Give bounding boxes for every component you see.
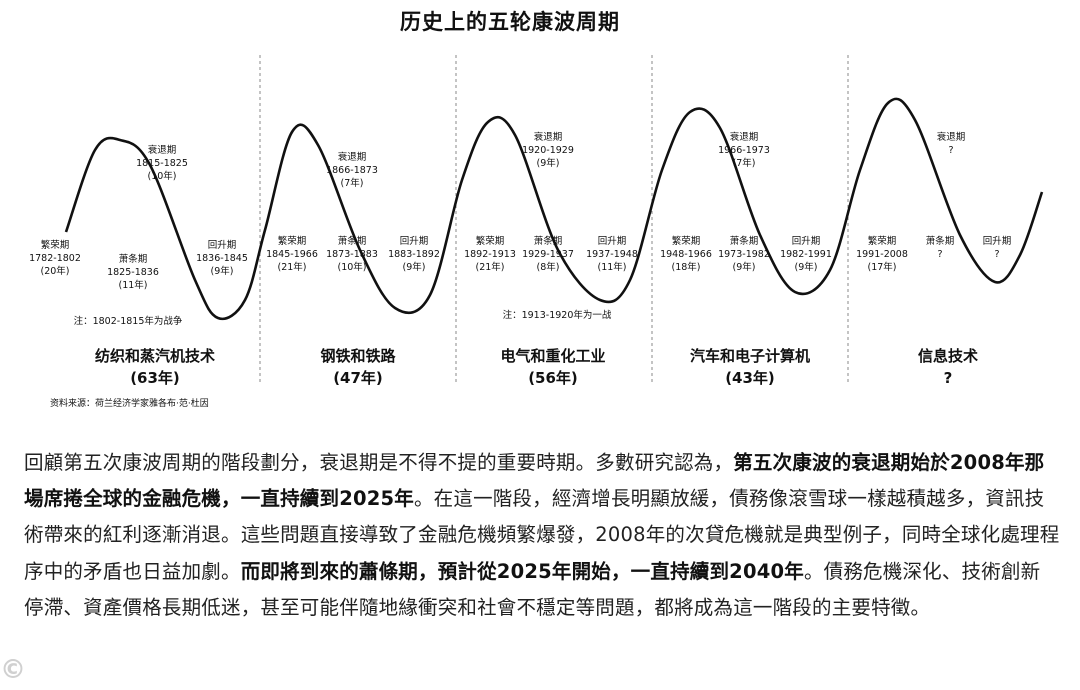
phase-label-line: 1845-1966	[266, 249, 318, 260]
phase-label-line: 1825-1836	[107, 267, 159, 278]
phase-label-line: 1920-1929	[522, 145, 574, 156]
cycle-duration-label: ?	[944, 369, 953, 387]
figure-title: 历史上的五轮康波周期	[400, 10, 620, 34]
phase-label-line: 萧条期	[730, 235, 759, 247]
phase-label-line: 萧条期	[119, 253, 148, 265]
phase-label-line: (9年)	[211, 265, 234, 277]
cycle-tech-label: 信息技术	[918, 347, 978, 365]
war-note: 注：1913-1920年为一战	[503, 309, 612, 321]
cycle-tech-label: 钢铁和铁路	[320, 347, 396, 365]
source-note: 资料来源：荷兰经济学家雅各布·范·杜因	[50, 397, 209, 409]
article-bold-segment: 第五次康波的衰退期始於2008年那場席捲全球的金融危機，一直持續到2025年	[24, 451, 1045, 511]
phase-label-line: (7年)	[341, 177, 364, 189]
phase-label-line: (9年)	[733, 261, 756, 273]
phase-label-line: (9年)	[537, 157, 560, 169]
phase-label-line: (10年)	[337, 261, 366, 273]
phase-label-line: 1866-1873	[326, 165, 378, 176]
phase-label-line: 回升期	[792, 236, 821, 247]
phase-label-line: 繁荣期	[41, 239, 70, 251]
watermark: ©	[0, 655, 26, 685]
article-paragraph: 回顧第五次康波周期的階段劃分，衰退期是不得不提的重要時期。多數研究認為，第五次康…	[24, 445, 1060, 626]
phase-label-line: (21年)	[277, 261, 306, 273]
phase-label-line: 繁荣期	[278, 235, 307, 247]
phase-label-line: (8年)	[537, 261, 560, 273]
kondratiev-wave-figure: 历史上的五轮康波周期 繁荣期 1782-1802 (20年) 衰退期 1815-1825…	[29, 10, 1044, 409]
cycle-duration-label: (56年)	[528, 369, 578, 387]
phase-label-line: 繁荣期	[672, 235, 701, 247]
phase-label-line: 回升期	[208, 240, 237, 251]
phase-label-line: 1973-1982	[718, 249, 770, 260]
phase-label-line: 衰退期	[730, 131, 759, 143]
phase-label-line: (9年)	[403, 261, 426, 273]
phase-label-line: 萧条期	[926, 235, 955, 247]
phase-label-line: 繁荣期	[868, 235, 897, 247]
phase-label-line: 1836-1845	[196, 253, 248, 264]
cycle-duration-label: (43年)	[725, 369, 775, 387]
phase-label-line: 衰退期	[338, 151, 367, 163]
article-bold-segment: 而即將到來的蕭條期，預計從2025年開始，一直持續到2040年	[240, 559, 804, 583]
cycle-duration-label: (63年)	[130, 369, 180, 387]
phase-label-line: (10年)	[147, 170, 176, 182]
phase-label-line: (7年)	[733, 157, 756, 169]
cycle-tech-label: 汽车和电子计算机	[690, 347, 810, 365]
phase-label-line: 衰退期	[937, 131, 966, 143]
phase-label-line: (17年)	[867, 261, 896, 273]
phase-label-line: 1937-1948	[586, 249, 638, 260]
phase-label-line: (18年)	[671, 261, 700, 273]
phase-label-line: (21年)	[475, 261, 504, 273]
article-text-segment: 。在這一階段，經濟增長明顯放緩，債務像滾雪球一樣越積越多，資訊技術帶來的紅利逐漸…	[24, 487, 1060, 583]
phase-label-line: (11年)	[118, 279, 147, 291]
phase-label-line: 1815-1825	[136, 158, 188, 169]
phase-label-line: 萧条期	[338, 235, 367, 247]
phase-label-line: 回升期	[598, 236, 627, 247]
phase-label-line: 回升期	[400, 236, 429, 247]
phase-label-line: 衰退期	[148, 144, 177, 156]
phase-label-line: 1929-1937	[522, 249, 574, 260]
wave-curve	[64, 97, 1044, 321]
phase-label-line: 回升期	[983, 236, 1012, 247]
article-text-segment: 回顧第五次康波周期的階段劃分，衰退期是不得不提的重要時期。多數研究認為，	[24, 451, 734, 474]
phase-label-line: 繁荣期	[476, 235, 505, 247]
cycle-tech-label: 电气和重化工业	[500, 347, 605, 365]
cycle-tech-label: 纺织和蒸汽机技术	[95, 347, 215, 365]
phase-label-line: ?	[937, 249, 942, 260]
phase-label-line: 1991-2008	[856, 249, 908, 260]
phase-label-line: (20年)	[40, 265, 69, 277]
phase-label-line: 1873-1883	[326, 249, 378, 260]
phase-label-line: 1782-1802	[29, 253, 81, 264]
phase-label-line: ?	[994, 249, 999, 260]
phase-label-line: ?	[948, 145, 953, 156]
phase-label-line: 1892-1913	[464, 249, 516, 260]
cycle-duration-label: (47年)	[333, 369, 383, 387]
phase-label-line: (11年)	[597, 261, 626, 273]
war-note: 注：1802-1815年为战争	[74, 315, 183, 327]
phase-label-line: 1883-1892	[388, 249, 440, 260]
phase-label-line: 1948-1966	[660, 249, 712, 260]
phase-label-line: 1966-1973	[718, 145, 770, 156]
phase-label-line: 萧条期	[534, 235, 563, 247]
phase-label-line: 衰退期	[534, 131, 563, 143]
phase-label-line: 1982-1991	[780, 249, 832, 260]
phase-label-line: (9年)	[795, 261, 818, 273]
article-text-segment: 。債務危機深化、技術創新停滯、資產價格長期低迷，甚至可能伴隨地緣衝突和社會不穩定…	[24, 559, 1041, 619]
wave-diagram: 繁荣期1782-1802(20年)衰退期1815-1825(10年)萧条期182…	[29, 55, 1044, 409]
